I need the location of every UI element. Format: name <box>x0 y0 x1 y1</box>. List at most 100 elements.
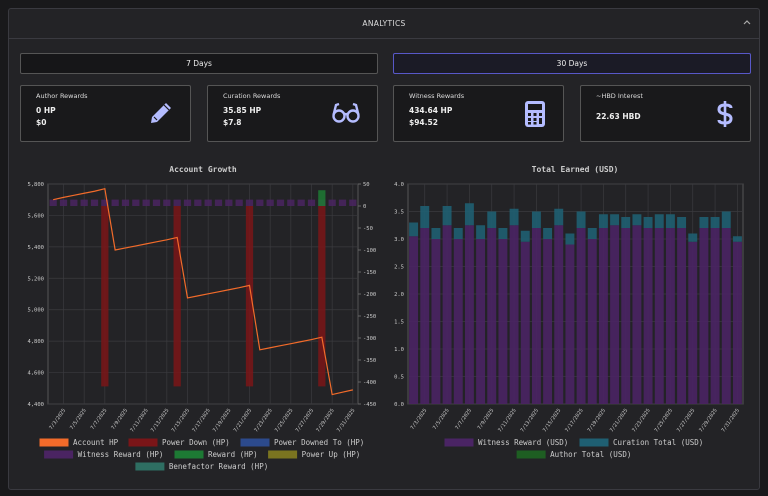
bar <box>173 199 181 206</box>
y-tick-label: 5,600 <box>27 213 44 219</box>
bar <box>498 239 508 404</box>
bar <box>587 239 597 404</box>
y2-tick-label: -450 <box>363 402 376 408</box>
y2-tick-label: -50 <box>363 226 373 232</box>
bar <box>699 228 709 404</box>
bar <box>111 199 119 206</box>
bar <box>214 199 223 206</box>
bar <box>245 199 254 206</box>
bar <box>699 217 709 228</box>
panel-header[interactable]: ANALYTICS <box>9 9 759 39</box>
y2-tick-label: 0 <box>363 204 366 210</box>
x-tick-label: 7/9/2025 <box>477 408 496 431</box>
y2-tick-label: -350 <box>363 358 376 364</box>
bar <box>688 241 698 404</box>
y-tick-label: 2.0 <box>394 292 404 298</box>
tab-button[interactable]: 30 Days <box>393 53 751 74</box>
card-value: 0 HP <box>36 106 56 115</box>
legend-swatch <box>516 450 546 459</box>
bar <box>90 199 99 206</box>
x-tick-label: 7/25/2025 <box>654 408 674 434</box>
legend-label: Account HP <box>73 438 119 447</box>
header-title: ANALYTICS <box>362 19 406 28</box>
legend-label: Benefactor Reward (HP) <box>169 462 268 471</box>
bar <box>49 199 57 206</box>
bar <box>721 211 731 228</box>
x-tick-label: 7/7/2025 <box>90 408 109 431</box>
bar <box>204 199 212 206</box>
legend-swatch <box>240 438 270 447</box>
card-value: 22.63 HBD <box>596 112 641 121</box>
bar <box>531 211 541 228</box>
bar <box>587 228 597 239</box>
bar <box>464 203 474 226</box>
y-tick-label: 4,800 <box>27 339 44 345</box>
legend-label: Witness Reward (USD) <box>478 438 568 447</box>
y2-tick-label: 50 <box>363 182 370 188</box>
y-tick-label: 3.5 <box>394 210 404 216</box>
y2-tick-label: -100 <box>363 248 376 254</box>
bar <box>509 225 519 404</box>
y-tick-label: 5,200 <box>27 276 44 282</box>
pencil-icon <box>151 103 171 123</box>
x-tick-label: 7/13/2025 <box>150 408 170 434</box>
bar <box>565 244 575 404</box>
card-value: $0 <box>36 118 47 127</box>
card-value: $94.52 <box>409 118 438 127</box>
bar <box>338 199 347 206</box>
bar <box>576 228 586 404</box>
bar <box>70 199 78 206</box>
tab-button[interactable]: 7 Days <box>20 53 378 74</box>
x-tick-label: 7/31/2025 <box>336 408 356 434</box>
bar <box>453 228 463 239</box>
x-tick-label: 7/13/2025 <box>520 408 540 434</box>
bar <box>194 199 202 206</box>
bar <box>453 239 463 404</box>
y2-tick-label: -300 <box>363 336 376 342</box>
x-tick-label: 7/9/2025 <box>110 408 129 431</box>
bar <box>643 228 653 404</box>
bar <box>101 199 109 206</box>
bar <box>487 228 497 404</box>
x-tick-label: 7/17/2025 <box>191 408 211 434</box>
bar <box>677 228 687 404</box>
bar <box>543 228 553 239</box>
bar <box>442 225 452 404</box>
bar <box>287 199 295 206</box>
chart-title: Total Earned (USD) <box>532 165 619 174</box>
bar <box>487 211 497 228</box>
stat-card: ~HBD Interest 22.63 HBD <box>580 85 751 142</box>
legend-label: Power Downed To (HP) <box>274 438 364 447</box>
bar <box>431 228 441 239</box>
x-tick-label: 7/19/2025 <box>587 408 607 434</box>
bar <box>520 241 530 404</box>
bar <box>121 199 130 206</box>
y2-tick-label: -400 <box>363 380 376 386</box>
bar <box>610 225 620 404</box>
x-tick-label: 7/21/2025 <box>233 408 253 434</box>
bar <box>225 199 233 206</box>
y2-tick-label: -250 <box>363 314 376 320</box>
chart-title: Account Growth <box>169 165 237 174</box>
bar <box>654 228 664 404</box>
legend-swatch <box>174 450 204 459</box>
stat-card: Author Rewards 0 HP $0 <box>20 85 191 142</box>
y-tick-label: 1.5 <box>394 320 404 326</box>
bar <box>610 214 620 226</box>
bar <box>576 211 586 228</box>
legend-swatch <box>39 438 69 447</box>
bar <box>476 225 486 239</box>
bar <box>173 206 181 387</box>
bar <box>163 199 171 206</box>
y-tick-label: 4,400 <box>27 402 44 408</box>
legend-swatch <box>135 462 165 471</box>
bar <box>409 236 419 404</box>
bar <box>101 206 109 387</box>
bar <box>710 217 720 228</box>
collapse-icon[interactable] <box>743 19 751 25</box>
x-tick-label: 7/11/2025 <box>129 408 149 434</box>
y-tick-label: 3.0 <box>394 237 404 243</box>
bar <box>665 228 675 404</box>
stat-card: Curation Rewards 35.85 HP $7.8 <box>207 85 378 142</box>
y2-tick-label: -150 <box>363 270 376 276</box>
